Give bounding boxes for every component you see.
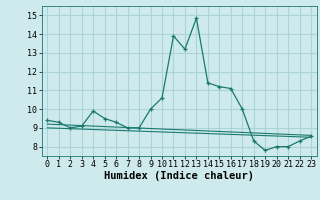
X-axis label: Humidex (Indice chaleur): Humidex (Indice chaleur) — [104, 171, 254, 181]
